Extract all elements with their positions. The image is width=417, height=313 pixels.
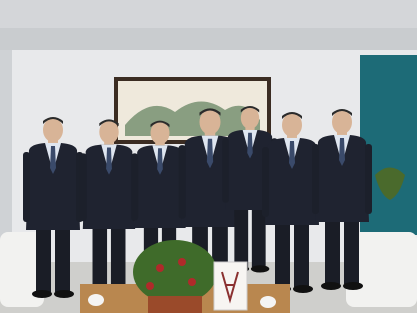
ceiling — [0, 0, 417, 28]
flower — [146, 282, 154, 290]
flower — [156, 264, 164, 272]
cup — [260, 296, 276, 308]
pot — [148, 296, 202, 313]
photo — [0, 0, 417, 313]
cup — [88, 294, 104, 306]
flower — [188, 278, 196, 286]
flower — [178, 258, 186, 266]
flower-plant — [133, 240, 217, 304]
soffit — [0, 28, 417, 50]
